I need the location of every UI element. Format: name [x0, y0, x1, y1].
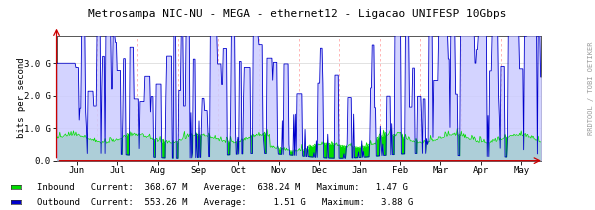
Text: Metrosampa NIC-NU - MEGA - ethernet12 - Ligacao UNIFESP 10Gbps: Metrosampa NIC-NU - MEGA - ethernet12 - … [88, 9, 507, 20]
Y-axis label: bits per second: bits per second [17, 58, 26, 138]
Text: Inbound   Current:  368.67 M   Average:  638.24 M   Maximum:   1.47 G: Inbound Current: 368.67 M Average: 638.2… [37, 183, 408, 192]
Text: RRDTOOL / TOBI OETIKER: RRDTOOL / TOBI OETIKER [588, 41, 594, 135]
Text: Outbound  Current:  553.26 M   Average:     1.51 G   Maximum:   3.88 G: Outbound Current: 553.26 M Average: 1.51… [37, 198, 413, 206]
